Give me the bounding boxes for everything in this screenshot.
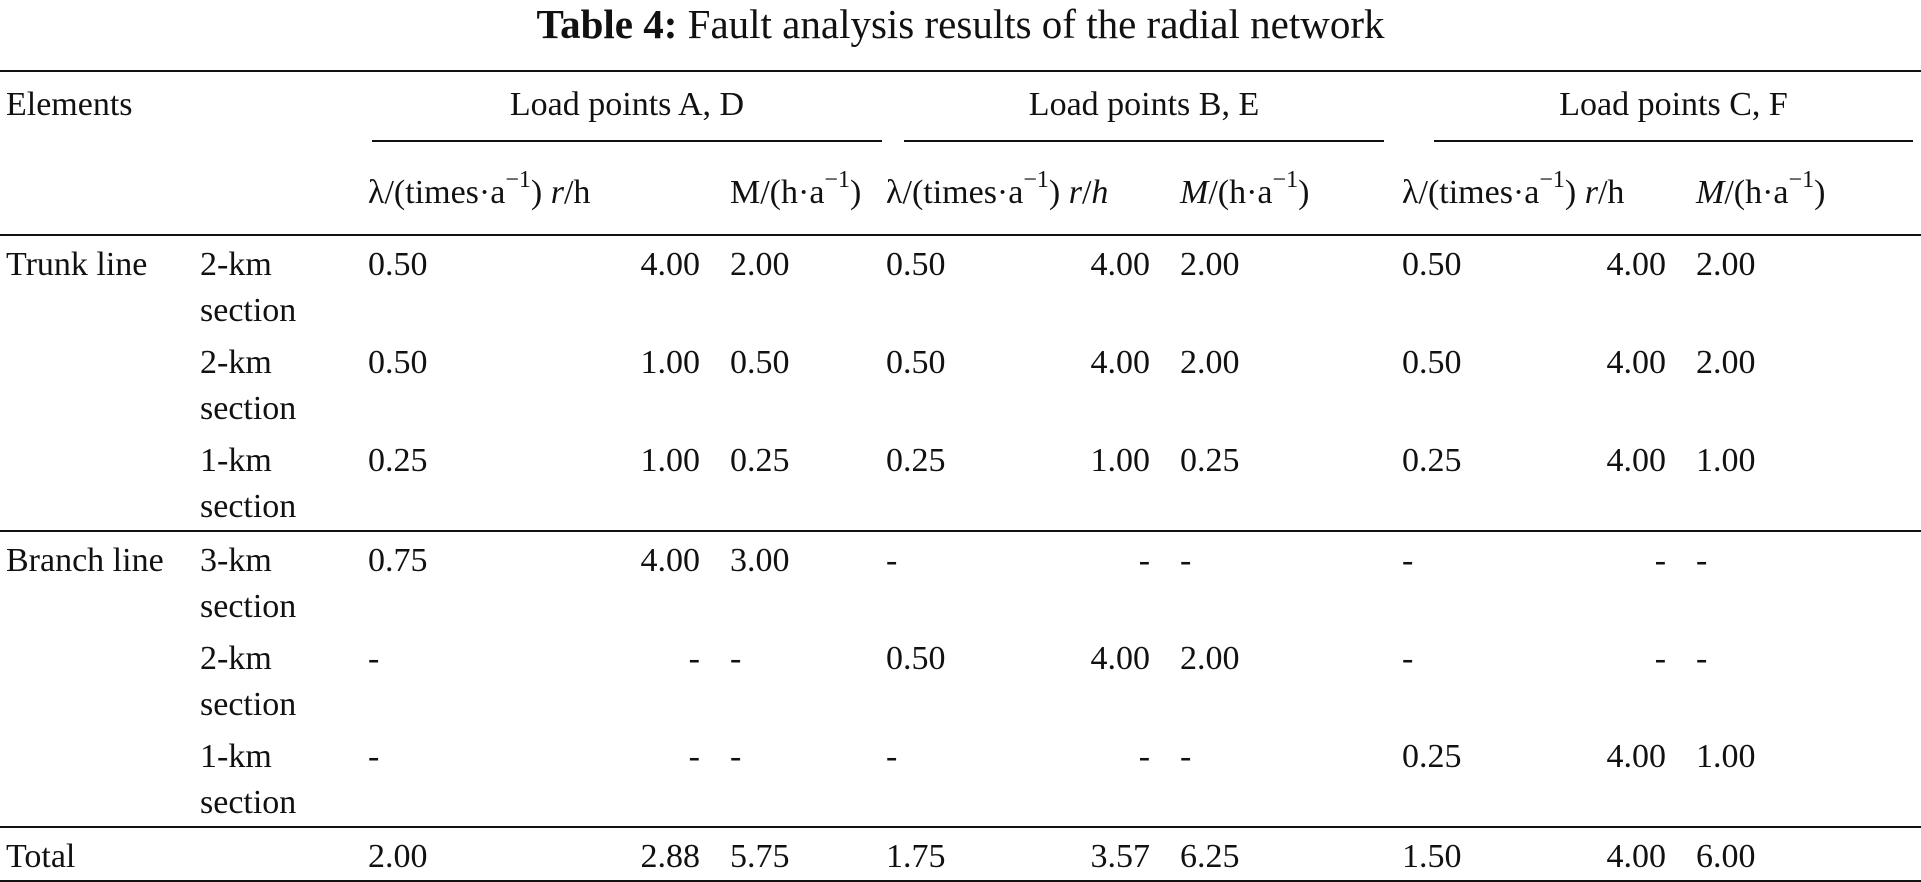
value-cell: 0.50	[368, 234, 548, 334]
value-cell: -	[1696, 530, 1921, 630]
value-cell: -	[688, 640, 700, 677]
table-row: 2-km section 0.50 1.00 0.50 0.50 4.00 2.…	[0, 334, 1921, 432]
fault-analysis-table: Elements Load points A, D Load points B,…	[0, 70, 1921, 882]
header-cf-lambda: λ/(times·a−1) r/h	[1402, 166, 1625, 211]
header-be-m: M/(h·a−1)	[1180, 166, 1310, 211]
header-ad-lambda: λ/(times·a−1) r/h	[368, 166, 591, 211]
value-cell: 4.00	[1090, 344, 1151, 381]
value-cell: -	[1654, 640, 1667, 677]
table-row: Branch line 3-km section 0.75 4.00 3.00 …	[0, 530, 1921, 630]
value-cell: 0.25	[1402, 738, 1462, 775]
total-row: Total 2.00 2.88 5.75 1.75 3.57 6.25 1.50…	[0, 826, 1921, 882]
header-group-be: Load points B, E	[886, 70, 1403, 152]
total-value-cell: 1.75	[886, 826, 1069, 882]
table-row: 1-km section 0.25 1.00 0.25 0.25 1.00 0.…	[0, 432, 1921, 531]
total-value-cell: 6.25	[1180, 826, 1403, 882]
value-cell: 0.50	[886, 344, 946, 381]
header-be-lambda: λ/(times·a−1) r/h	[886, 166, 1109, 211]
element-cell: 1-km section	[200, 442, 297, 525]
value-cell: 4.00	[1606, 738, 1667, 775]
value-cell: 2.00	[730, 234, 887, 334]
total-value-cell: 6.00	[1696, 826, 1921, 882]
value-cell: 0.50	[1402, 234, 1585, 334]
element-cell: 2-km section	[200, 640, 297, 723]
element-cell: 2-km section	[200, 344, 297, 427]
value-cell: -	[886, 738, 898, 775]
value-cell: -	[368, 640, 380, 677]
header-row-groups: Elements Load points A, D Load points B,…	[0, 70, 1921, 152]
fault-analysis-table-wrapper: Elements Load points A, D Load points B,…	[0, 70, 1921, 882]
value-cell: 3.00	[730, 530, 887, 630]
value-cell: 0.50	[730, 344, 790, 381]
value-cell: 4.00	[1606, 344, 1667, 381]
section-name-branch: Branch line	[0, 530, 200, 630]
value-cell: 2.00	[1696, 344, 1756, 381]
value-cell: 0.50	[1402, 344, 1462, 381]
value-cell: -	[1068, 530, 1181, 630]
total-value-cell: 1.50	[1402, 826, 1585, 882]
header-group-ad-label: Load points A, D	[372, 82, 883, 142]
table-caption: Table 4: Fault analysis results of the r…	[0, 0, 1921, 60]
value-cell: 0.50	[368, 344, 428, 381]
table-caption-text: Fault analysis results of the radial net…	[687, 1, 1385, 47]
value-cell: 0.25	[886, 442, 946, 479]
header-group-cf-label: Load points C, F	[1434, 82, 1914, 142]
total-label: Total	[0, 826, 200, 882]
value-cell: 0.25	[1180, 442, 1240, 479]
value-cell: 0.25	[730, 442, 790, 479]
value-cell: 1.00	[640, 442, 701, 479]
value-cell: -	[1180, 738, 1192, 775]
value-cell: 0.25	[1402, 442, 1462, 479]
table-caption-label: Table 4:	[536, 1, 678, 47]
total-value-cell: 2.00	[368, 826, 548, 882]
header-row-subcolumns: λ/(times·a−1) r/h M/(h·a−1) λ/(times·a−1…	[0, 152, 1921, 235]
value-cell: -	[730, 738, 742, 775]
total-value-cell: 5.75	[730, 826, 887, 882]
value-cell: -	[1584, 530, 1697, 630]
value-cell: 1.00	[640, 344, 701, 381]
element-cell: 1-km section	[200, 738, 297, 821]
value-cell: 2.00	[1180, 344, 1240, 381]
header-cf-m: M/(h·a−1)	[1696, 166, 1826, 211]
value-cell: 1.00	[1090, 442, 1151, 479]
value-cell: -	[1696, 640, 1708, 677]
value-cell: 4.00	[1584, 234, 1697, 334]
table-row: 1-km section - - - - - - 0.25 4.00 1.00	[0, 728, 1921, 827]
value-cell: 1.00	[1696, 738, 1756, 775]
value-cell: 0.75	[368, 530, 548, 630]
value-cell: 4.00	[1606, 442, 1667, 479]
element-cell: 2-km section	[200, 234, 368, 334]
value-cell: -	[1402, 640, 1414, 677]
value-cell: -	[886, 530, 1069, 630]
value-cell: -	[1402, 530, 1585, 630]
value-cell: -	[1180, 530, 1403, 630]
value-cell: 4.00	[548, 530, 730, 630]
header-elements: Elements	[0, 70, 200, 152]
value-cell: 2.00	[1180, 234, 1403, 334]
total-value-cell: 3.57	[1068, 826, 1181, 882]
table-row: 2-km section - - - 0.50 4.00 2.00 - - -	[0, 630, 1921, 728]
value-cell: 2.00	[1696, 234, 1921, 334]
header-group-cf: Load points C, F	[1402, 70, 1921, 152]
value-cell: 0.25	[368, 442, 428, 479]
value-cell: 1.00	[1696, 442, 1756, 479]
table-row: Trunk line 2-km section 0.50 4.00 2.00 0…	[0, 234, 1921, 334]
value-cell: -	[730, 640, 742, 677]
header-group-ad: Load points A, D	[368, 70, 887, 152]
total-value-cell: 4.00	[1584, 826, 1697, 882]
header-group-be-label: Load points B, E	[904, 82, 1385, 142]
value-cell: 4.00	[548, 234, 730, 334]
value-cell: -	[368, 738, 380, 775]
header-ad-m: M/(h·a−1)	[730, 166, 862, 211]
value-cell: 4.00	[1068, 234, 1181, 334]
value-cell: -	[688, 738, 700, 775]
total-value-cell: 2.88	[548, 826, 730, 882]
value-cell: 0.50	[886, 234, 1069, 334]
element-cell: 3-km section	[200, 530, 368, 630]
value-cell: 0.50	[886, 640, 946, 677]
section-name-trunk: Trunk line	[0, 234, 200, 334]
value-cell: -	[1138, 738, 1151, 775]
value-cell: 4.00	[1090, 640, 1151, 677]
value-cell: 2.00	[1180, 640, 1240, 677]
